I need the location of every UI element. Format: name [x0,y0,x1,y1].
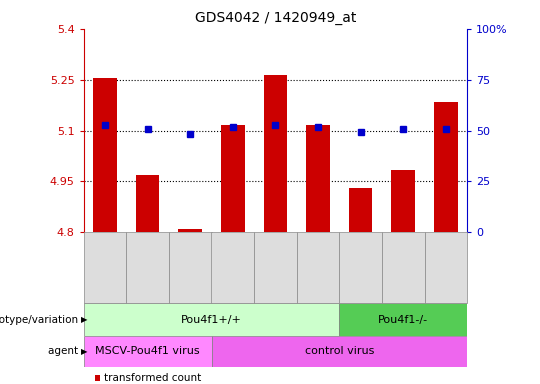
Text: ▶: ▶ [81,347,87,356]
Text: MSCV-Pou4f1 virus: MSCV-Pou4f1 virus [95,346,200,356]
Bar [212,336,467,367]
Text: GSM499600: GSM499600 [437,235,446,289]
Text: Pou4f1-/-: Pou4f1-/- [378,314,428,325]
Bar [264,74,287,232]
Text: GSM499597: GSM499597 [309,235,318,289]
Text: agent: agent [48,346,81,356]
Text: GSM499601: GSM499601 [96,235,105,289]
Text: transformed count: transformed count [105,373,202,383]
Bar [136,175,159,232]
Title: GDS4042 / 1420949_at: GDS4042 / 1420949_at [195,11,356,25]
Text: GSM499599: GSM499599 [394,235,403,289]
Bar [306,126,330,232]
Text: GSM499596: GSM499596 [266,235,275,289]
Text: GSM499603: GSM499603 [181,235,190,289]
Bar [179,229,202,232]
Text: GSM499598: GSM499598 [352,235,361,289]
Bar [93,78,117,232]
Bar [349,188,372,232]
Bar [84,336,212,367]
Text: ▶: ▶ [81,315,87,324]
Bar [392,170,415,232]
Text: control virus: control virus [305,346,374,356]
Text: GSM499602: GSM499602 [139,235,147,289]
Bar [84,303,339,336]
Bar [434,102,457,232]
Bar [339,303,467,336]
Text: genotype/variation: genotype/variation [0,314,81,325]
Text: Pou4f1+/+: Pou4f1+/+ [181,314,242,325]
Text: GSM499595: GSM499595 [224,235,233,289]
Bar [221,126,245,232]
